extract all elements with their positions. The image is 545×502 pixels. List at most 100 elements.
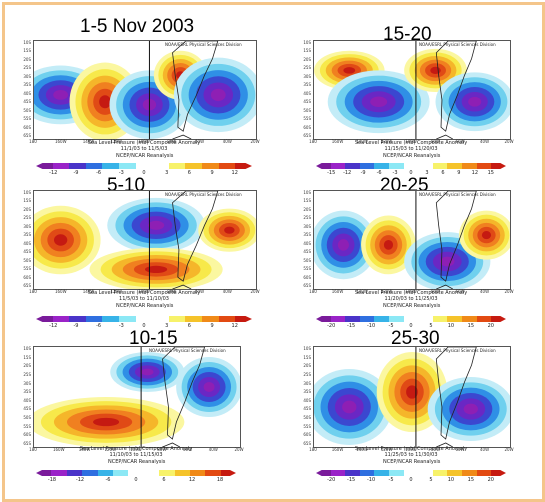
latitude-tick-label: 60S	[303, 124, 311, 130]
caption-date-range: 11/10/03 to 11/15/03	[109, 452, 163, 458]
colorbar-swatch	[36, 163, 53, 169]
anomaly-field	[314, 41, 510, 139]
latitude-tick-label: 15S	[303, 198, 311, 204]
latitude-tick-label: 55S	[23, 266, 31, 272]
latitude-axis: 10S 15S 20S 25S 30S 35S 40S 45S 50S 55S 60S 65S	[13, 190, 31, 288]
latitude-tick-label: 55S	[303, 423, 311, 429]
colorbar-swatch	[102, 316, 120, 322]
anomaly-field	[314, 191, 510, 289]
panel-title: 15-20	[383, 24, 432, 45]
latitude-tick-label: 40S	[23, 90, 31, 96]
colorbar-tick-label: 12	[231, 323, 238, 329]
colorbar-swatch	[432, 470, 448, 476]
colorbar-swatch	[119, 316, 136, 322]
longitude-tick-label: 20W	[234, 447, 244, 452]
colorbar-swatch	[185, 163, 203, 169]
colorbar-tick-label: 6	[187, 323, 191, 329]
latitude-tick-label: 15S	[23, 48, 31, 54]
colorbar-tick-label: 0	[409, 323, 413, 329]
high-anomaly-contour	[406, 385, 418, 399]
reanalysis-label: NCEP/NCAR Reanalysis	[383, 459, 441, 465]
latitude-tick-label: 45S	[303, 406, 311, 412]
colorbar-tick-label: -18	[47, 477, 57, 483]
pressure-anomaly-map	[313, 346, 511, 448]
colorbar-swatch	[36, 316, 53, 322]
latitude-tick-label: 35S	[23, 389, 31, 395]
caption-variable: Sea Level Pressure (mb) Composite Anomal…	[354, 446, 468, 452]
latitude-tick-label: 60S	[23, 432, 31, 438]
colorbar-swatch	[374, 470, 390, 476]
latitude-tick-label: 25S	[23, 371, 31, 377]
latitude-tick-label: 20S	[23, 56, 31, 62]
longitude-tick-label: 140W	[356, 289, 368, 294]
latitude-tick-label: 10S	[23, 190, 31, 195]
longitude-tick-label: 180	[29, 289, 37, 294]
latitude-tick-label: 35S	[23, 232, 31, 238]
colorbar-swatch	[389, 470, 404, 476]
antarctic-coastline	[172, 284, 192, 289]
colorbar-tick-label: -3	[118, 170, 124, 176]
latitude-tick-label: 55S	[303, 266, 311, 272]
colorbar-swatch	[102, 163, 120, 169]
latitude-tick-label: 40S	[23, 240, 31, 246]
anomaly-field	[34, 191, 256, 289]
latitude-tick-label: 25S	[303, 215, 311, 221]
latitude-tick-label: 45S	[23, 99, 31, 105]
colorbar-swatch	[345, 316, 360, 322]
longitude-axis: 180 160W 140W 120W 100W 80W 60W 40W 20W	[29, 289, 259, 295]
latitude-tick-label: 45S	[23, 249, 31, 255]
latitude-tick-label: 10S	[303, 346, 311, 351]
colorbar-swatch	[476, 470, 492, 476]
colorbar-tick-label: -6	[96, 323, 102, 329]
latitude-tick-label: 35S	[23, 82, 31, 88]
latitude-tick-label: 50S	[23, 415, 31, 421]
longitude-tick-label: 140W	[356, 447, 368, 452]
colorbar-swatch	[135, 316, 153, 322]
caption-date-range: 11/15/03 to 11/20/03	[384, 146, 438, 152]
high-anomaly-contour	[430, 66, 441, 74]
high-anomaly-contour	[145, 265, 168, 273]
colorbar-swatch	[462, 470, 477, 476]
colorbar-tick-label: -6	[96, 170, 102, 176]
longitude-tick-label: 160W	[331, 139, 344, 144]
latitude-tick-label: 55S	[23, 423, 31, 429]
latitude-tick-label: 15S	[303, 48, 311, 54]
colorbar-swatch	[418, 163, 433, 169]
latitude-tick-label: 20S	[303, 363, 311, 369]
colorbar-swatch	[85, 316, 103, 322]
latitude-tick-label: 65S	[23, 133, 31, 138]
colorbar-swatch	[374, 316, 390, 322]
latitude-tick-label: 25S	[303, 371, 311, 377]
longitude-tick-label: 20W	[504, 289, 514, 294]
latitude-tick-label: 25S	[23, 215, 31, 221]
colorbar-tick-label: -5	[388, 477, 394, 483]
colorbar-swatch	[218, 316, 236, 322]
antarctic-coastline	[172, 134, 192, 139]
colorbar-swatch	[97, 470, 113, 476]
latitude-tick-label: 30S	[303, 223, 311, 229]
longitude-tick-label: 140W	[82, 139, 95, 144]
colorbar-swatch	[491, 316, 506, 322]
high-anomaly-contour	[481, 231, 492, 240]
low-anomaly-contour	[440, 256, 455, 267]
longitude-tick-label: 80W	[167, 289, 177, 294]
latitude-tick-label: 65S	[303, 283, 311, 288]
pressure-anomaly-map	[33, 190, 257, 290]
longitude-tick-label: 40W	[479, 289, 490, 294]
colorbar-swatch	[51, 470, 67, 476]
colorbar-swatch	[491, 470, 506, 476]
longitude-tick-label: 40W	[222, 139, 232, 144]
latitude-tick-label: 65S	[303, 441, 311, 446]
longitude-tick-label: 100W	[405, 447, 417, 452]
antarctic-coastline	[436, 442, 453, 447]
latitude-tick-label: 25S	[303, 65, 311, 71]
colorbar-tick-label: -3	[118, 323, 124, 329]
longitude-tick-label: 80W	[167, 139, 177, 144]
reanalysis-label: NCEP/NCAR Reanalysis	[108, 459, 166, 465]
panel-title: 1-5 Nov 2003	[80, 16, 195, 37]
latitude-tick-label: 30S	[23, 380, 31, 386]
colorbar-swatch	[82, 470, 98, 476]
credit-label: NOAA/ESRL Physical Sciences Division	[419, 42, 496, 47]
latitude-tick-label: 15S	[23, 354, 31, 360]
colorbar-tick-label: 9	[210, 170, 214, 176]
